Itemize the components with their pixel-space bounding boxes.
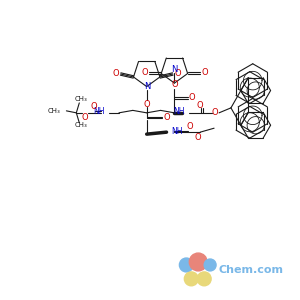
Text: O: O <box>212 108 218 117</box>
Text: O: O <box>141 68 148 77</box>
Text: O: O <box>163 113 170 122</box>
Text: O: O <box>201 68 208 77</box>
Text: O: O <box>186 122 193 131</box>
Text: O: O <box>112 68 119 77</box>
Text: O: O <box>174 68 181 77</box>
Text: O: O <box>143 100 150 109</box>
Text: CH₃: CH₃ <box>75 122 88 128</box>
Text: O: O <box>82 113 88 122</box>
Text: O: O <box>91 102 98 111</box>
Text: NH: NH <box>94 107 105 116</box>
Text: O: O <box>195 133 202 142</box>
Circle shape <box>204 259 216 271</box>
Text: Chem.com: Chem.com <box>218 265 283 275</box>
Text: NH: NH <box>172 127 183 136</box>
Circle shape <box>189 253 207 271</box>
Text: O: O <box>189 94 196 103</box>
Text: N: N <box>145 82 151 91</box>
Text: O: O <box>197 101 203 110</box>
Circle shape <box>179 258 193 272</box>
Text: N: N <box>171 65 178 74</box>
Text: CH₃: CH₃ <box>48 108 61 114</box>
Text: O: O <box>171 80 178 88</box>
Text: CH₃: CH₃ <box>75 96 88 102</box>
Circle shape <box>197 272 211 286</box>
Text: NH: NH <box>173 107 184 116</box>
Circle shape <box>184 272 198 286</box>
